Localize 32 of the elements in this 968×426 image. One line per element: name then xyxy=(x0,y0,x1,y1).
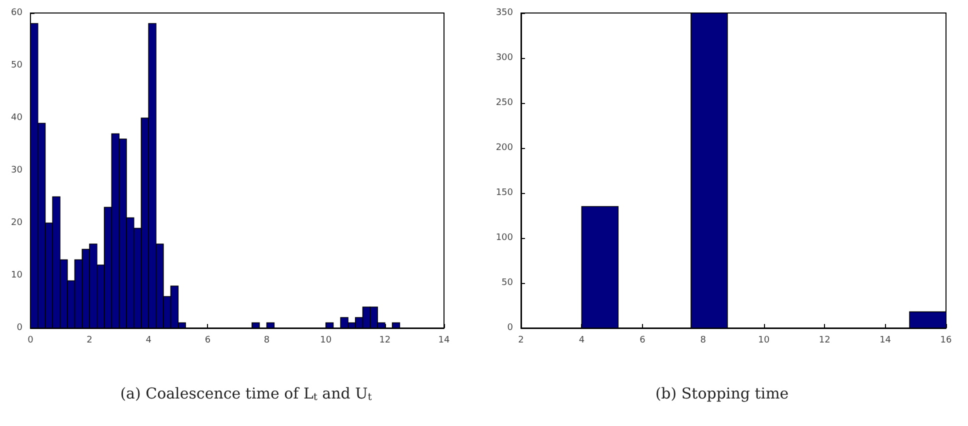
x-tick-label: 2 xyxy=(86,336,92,346)
text: (b) Stopping time xyxy=(655,384,789,402)
x-tick-label: 10 xyxy=(758,336,770,346)
y-tick-label: 50 xyxy=(502,278,514,288)
y-tick-label: 0 xyxy=(16,323,23,333)
x-tick-label: 16 xyxy=(940,336,952,346)
x-tick-label: 10 xyxy=(320,336,332,346)
y-tick-label: 0 xyxy=(507,323,514,333)
y-tick-label: 60 xyxy=(11,8,23,18)
x-tick-label: 6 xyxy=(640,336,646,346)
y-tick-label: 150 xyxy=(496,188,514,198)
y-tick-label: 100 xyxy=(496,233,514,243)
y-tick-label: 250 xyxy=(496,98,514,108)
y-tick-label: 50 xyxy=(11,60,23,70)
x-tick-label: 12 xyxy=(818,336,830,346)
x-tick-label: 8 xyxy=(700,336,706,346)
y-tick-label: 10 xyxy=(11,270,23,280)
y-tick-label: 350 xyxy=(496,8,514,18)
y-tick-label: 200 xyxy=(496,143,514,153)
y-tick-label: 20 xyxy=(11,218,23,228)
x-tick-label: 12 xyxy=(379,336,391,346)
x-tick-label: 4 xyxy=(578,336,585,346)
x-tick-label: 14 xyxy=(438,336,450,346)
x-tick-label: 0 xyxy=(28,336,34,346)
y-tick-label: 300 xyxy=(496,53,514,63)
x-tick-label: 8 xyxy=(264,336,270,346)
y-tick-label: 40 xyxy=(11,113,23,123)
x-tick-label: 6 xyxy=(204,336,211,346)
x-tick-label: 4 xyxy=(146,336,152,346)
y-tick-label: 30 xyxy=(11,166,23,176)
x-tick-label: 14 xyxy=(880,336,892,346)
x-tick-label: 2 xyxy=(518,336,524,346)
